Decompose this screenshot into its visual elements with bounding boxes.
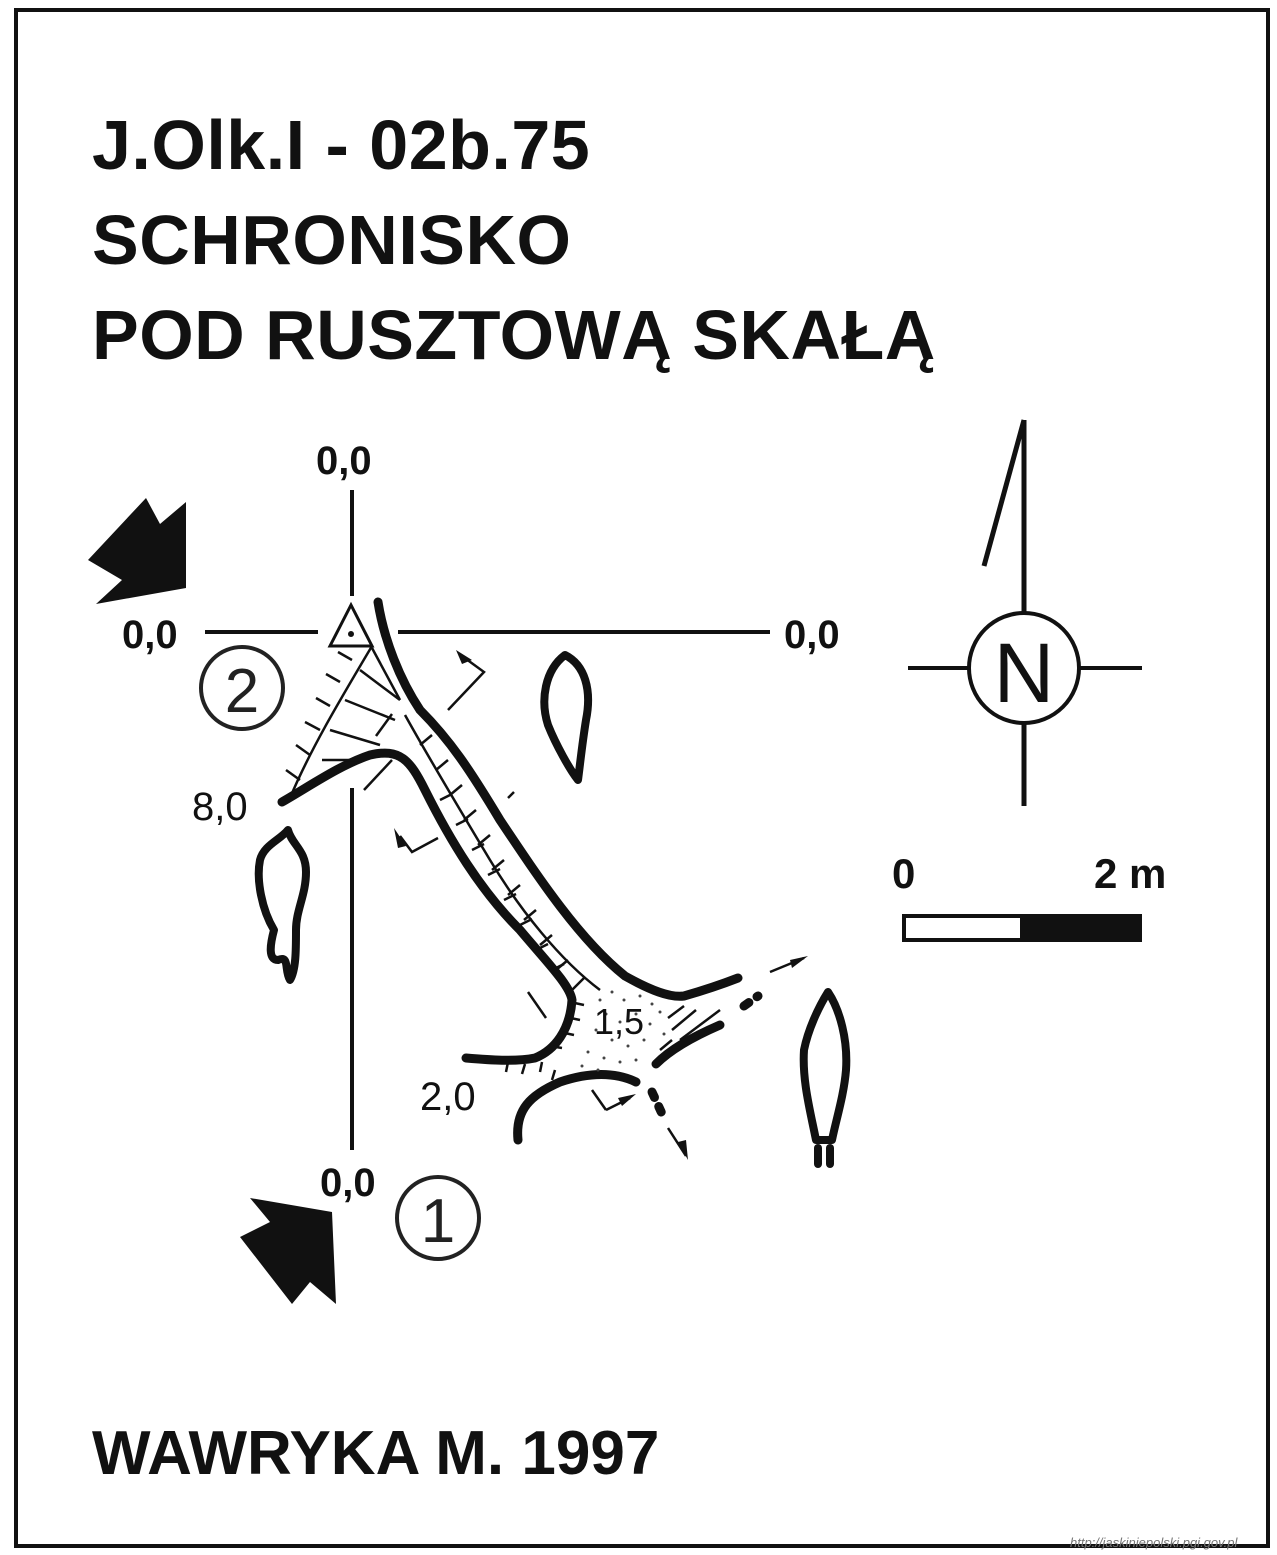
scale-bar-end-label: 2 m: [1094, 850, 1166, 897]
survey-station-marker: [327, 601, 375, 648]
cave-name-line-2: POD RUSZTOWĄ SKAŁĄ: [92, 296, 936, 374]
rock-formation-2: [254, 826, 310, 984]
depth-label-c: 2,0: [420, 1075, 476, 1119]
profile-lines: [205, 490, 770, 1150]
map-title: J.Olk.I - 02b.75 SCHRONISKO POD RUSZTOWĄ…: [92, 98, 936, 383]
cave-wall-west: [277, 748, 577, 1065]
profile-label-left: 0,0: [122, 613, 178, 657]
entrance-arrow-upper-left: [88, 498, 186, 604]
rock-formation-3: [799, 988, 851, 1144]
north-compass: [908, 419, 1142, 806]
cave-code: J.Olk.I - 02b.75: [92, 106, 591, 184]
source-watermark: http://jaskiniepolski.pgi.gov.pl: [1070, 1535, 1238, 1550]
profile-label-bottom: 0,0: [320, 1161, 376, 1205]
depth-label-a: 8,0: [192, 785, 248, 829]
entrance-arrow-lower-left: [240, 1198, 336, 1304]
north-label: N: [994, 626, 1055, 720]
floor-sediment: [580, 990, 666, 1072]
rock-formation-1: [540, 651, 593, 784]
profile-label-right: 0,0: [784, 613, 840, 657]
profile-label-top: 0,0: [316, 439, 372, 483]
cave-wall-east: [651, 1020, 725, 1069]
entrance-number-2: 2: [225, 657, 259, 726]
author-credit: WAWRYKA M. 1997: [92, 1419, 660, 1488]
cave-wall-south: [513, 1070, 641, 1145]
entrance-marker-1: 1: [395, 1175, 481, 1261]
cave-exit-south-dashed: [647, 1087, 669, 1123]
slope-hatching: [285, 645, 721, 1081]
entrance-marker-2: 2: [199, 645, 285, 731]
scale-bar: [902, 914, 1142, 942]
scale-bar-start-label: 0: [892, 850, 915, 897]
cave-wall-east-dashed: [739, 991, 763, 1011]
cave-name-line-1: SCHRONISKO: [92, 201, 572, 279]
cave-wall-north: [373, 597, 743, 1001]
map-frame: [14, 8, 1270, 1548]
depth-label-b: 1,5: [594, 1001, 644, 1042]
entrance-number-1: 1: [421, 1187, 455, 1256]
rock-formations: [254, 651, 851, 1168]
passage-arrowheads: [394, 650, 808, 1160]
cave-outline: [277, 597, 763, 1145]
